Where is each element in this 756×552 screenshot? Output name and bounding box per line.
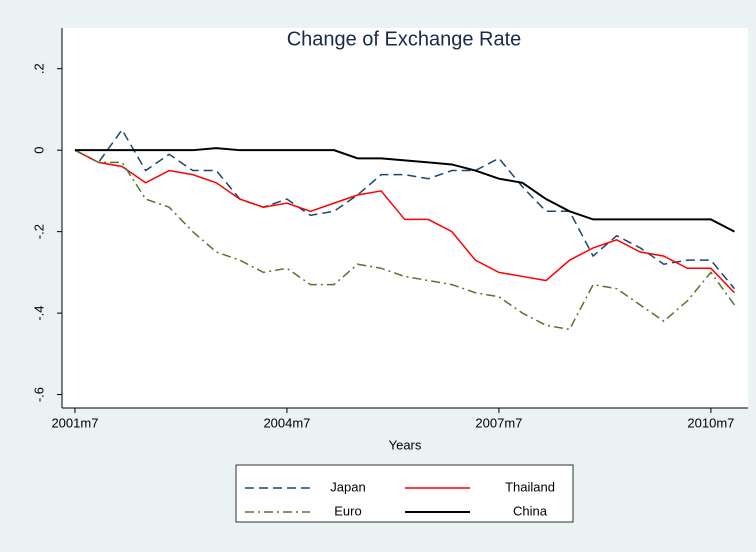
legend-label: Japan [330, 479, 365, 494]
y-tick-label: -.6 [31, 387, 46, 402]
legend-label: Thailand [505, 479, 555, 494]
x-tick-label: 2004m7 [263, 415, 310, 430]
y-tick-label: -.2 [31, 224, 46, 239]
x-tick-label: 2010m7 [687, 415, 734, 430]
y-tick-label: .2 [31, 63, 46, 74]
series-line [74, 147, 735, 233]
plot-area [62, 28, 748, 408]
series-line [74, 149, 735, 294]
series-line [74, 128, 736, 290]
chart-title: Change of Exchange Rate [287, 28, 522, 50]
x-tick-label: 2001m7 [51, 415, 98, 430]
legend [235, 464, 574, 523]
y-tick-label: 0 [31, 147, 46, 154]
series-line [74, 149, 736, 331]
y-tick-label: -.4 [31, 306, 46, 321]
x-tick-label: 2007m7 [475, 415, 522, 430]
x-axis-label: Years [389, 437, 422, 452]
legend-label: China [513, 503, 548, 518]
legend-label: Euro [334, 503, 361, 518]
